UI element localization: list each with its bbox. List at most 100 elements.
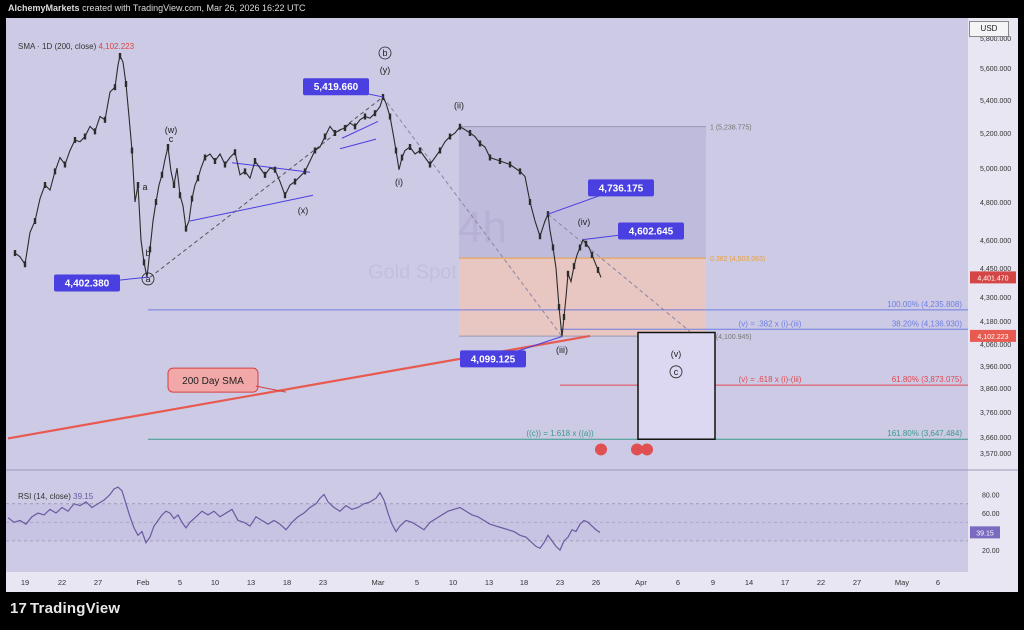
- currency-button[interactable]: USD: [969, 21, 1009, 37]
- time-axis-area[interactable]: [6, 572, 968, 592]
- time-tick-label: 23: [319, 578, 327, 587]
- sma-label-text: 200 Day SMA: [182, 376, 244, 387]
- fib-projection-label-2: (v) = .618 x (i)-(iii): [739, 375, 802, 384]
- price-axis-area[interactable]: [968, 18, 1018, 592]
- price-candle: [103, 116, 107, 123]
- time-tick-label: Apr: [635, 578, 647, 587]
- wave-label-1: b: [145, 248, 150, 258]
- price-candle: [166, 144, 170, 150]
- wave-label-5: (x): [298, 205, 309, 215]
- event-icon[interactable]: [595, 443, 607, 456]
- price-candle: [528, 199, 532, 205]
- wave-circle-0: [141, 272, 155, 286]
- price-candle: [73, 137, 77, 143]
- tradingview-logo-icon: 17: [10, 600, 28, 617]
- price-tick-label: 3,570.000: [980, 451, 1011, 458]
- price-candle: [130, 147, 134, 154]
- fib-retrace-lower-zone: [459, 258, 706, 337]
- price-candle: [394, 147, 398, 154]
- price-candle: [468, 130, 472, 136]
- price-candle: [518, 168, 522, 175]
- price-tick-label: 4,800.000: [980, 200, 1011, 207]
- rsi-legend-label: RSI (14, close): [18, 492, 71, 501]
- fib-382-label: 0.382 (4,503.063): [710, 256, 765, 263]
- callout-label-0: 5,419.660: [314, 82, 359, 93]
- time-tick-label: 6: [936, 578, 940, 587]
- price-tick-label: 3,960.000: [980, 364, 1011, 371]
- time-tick-label: Feb: [137, 578, 150, 587]
- time-tick-label: 13: [485, 578, 493, 587]
- price-candle: [243, 168, 247, 175]
- fib-level-label-2: 61.80% (3,873.075): [892, 375, 963, 384]
- price-tick-label: 3,760.000: [980, 410, 1011, 417]
- chart-panel[interactable]: 1 (5,238.775) 0.382 (4,503.063) 0 (4,100.9…: [6, 18, 1018, 592]
- price-tick-label: 4,060.000: [980, 342, 1011, 349]
- price-candle: [562, 314, 566, 320]
- price-candle: [584, 240, 588, 247]
- rsi-tag-box: [970, 526, 1000, 539]
- price-candle: [63, 161, 67, 168]
- fib-level-label-3: 161.80% (3,647.484): [887, 429, 962, 438]
- time-tick-label: 9: [711, 578, 715, 587]
- rsi-tick-label: 20.00: [982, 548, 1000, 555]
- price-candle: [118, 53, 122, 59]
- sma-tag-box: [970, 329, 1016, 342]
- time-tick-label: 18: [283, 578, 291, 587]
- price-tick-label: 5,000.000: [980, 166, 1011, 173]
- rsi-tag-label: 39.15: [976, 530, 994, 537]
- price-candle: [572, 263, 576, 270]
- price-candle: [33, 218, 37, 224]
- tradingview-logo[interactable]: 17 TradingView: [10, 600, 120, 617]
- time-tick-label: 18: [520, 578, 528, 587]
- price-candle: [43, 182, 47, 188]
- callout-box-1: [588, 179, 654, 197]
- price-tick-label: 5,200.000: [980, 131, 1011, 138]
- callout-box-2: [618, 222, 684, 240]
- price-candle: [293, 178, 297, 185]
- flag-icon[interactable]: [631, 443, 643, 456]
- time-tick-label: 14: [745, 578, 753, 587]
- sma-legend-value: 4,102.223: [98, 42, 135, 51]
- sma-tag-label: 4,102.223: [977, 334, 1008, 341]
- fib-top-label: 1 (5,238.775): [710, 125, 752, 132]
- price-tag-box: [970, 271, 1016, 284]
- callout-label-2: 4,602.645: [629, 226, 674, 237]
- price-candle: [213, 158, 217, 164]
- time-tick-label: 6: [676, 578, 680, 587]
- time-tick-label: 23: [556, 578, 564, 587]
- price-candle: [590, 251, 594, 258]
- price-tick-label: 4,450.000: [980, 266, 1011, 273]
- callout-label-1: 4,736.175: [599, 183, 644, 194]
- price-candle: [53, 168, 57, 175]
- price-candle: [488, 154, 492, 161]
- price-tick-label: 3,660.000: [980, 435, 1011, 442]
- sma-legend-label: SMA · 1D (200, close): [18, 42, 97, 51]
- time-tick-label: 17: [781, 578, 789, 587]
- time-tick-label: 10: [449, 578, 457, 587]
- pattern-line-2: [341, 120, 379, 139]
- price-candle: [196, 175, 200, 182]
- price-tick-label: 4,180.000: [980, 319, 1011, 326]
- chart-canvas[interactable]: 1 (5,238.775) 0.382 (4,503.063) 0 (4,100.9…: [6, 18, 1018, 592]
- wave-circle-13: [669, 365, 683, 379]
- time-tick-label: 22: [58, 578, 66, 587]
- price-candle: [363, 113, 367, 120]
- flag-icon[interactable]: [641, 443, 653, 456]
- pattern-line-0: [231, 162, 311, 173]
- price-candle: [154, 199, 158, 205]
- price-candle: [233, 149, 237, 156]
- price-candle: [184, 225, 188, 232]
- price-candle: [253, 158, 257, 164]
- time-tick-label: 5: [415, 578, 419, 587]
- target-zone-box: [637, 331, 716, 440]
- price-candle: [508, 161, 512, 168]
- author-name: AlchemyMarkets: [8, 3, 80, 13]
- price-candle: [148, 246, 152, 253]
- price-candle: [596, 266, 600, 273]
- price-candle: [557, 304, 561, 310]
- price-candle: [263, 171, 267, 178]
- time-tick-label: 13: [247, 578, 255, 587]
- time-tick-label: 26: [592, 578, 600, 587]
- fib-level-label-0: 100.00% (4,235.808): [887, 300, 962, 309]
